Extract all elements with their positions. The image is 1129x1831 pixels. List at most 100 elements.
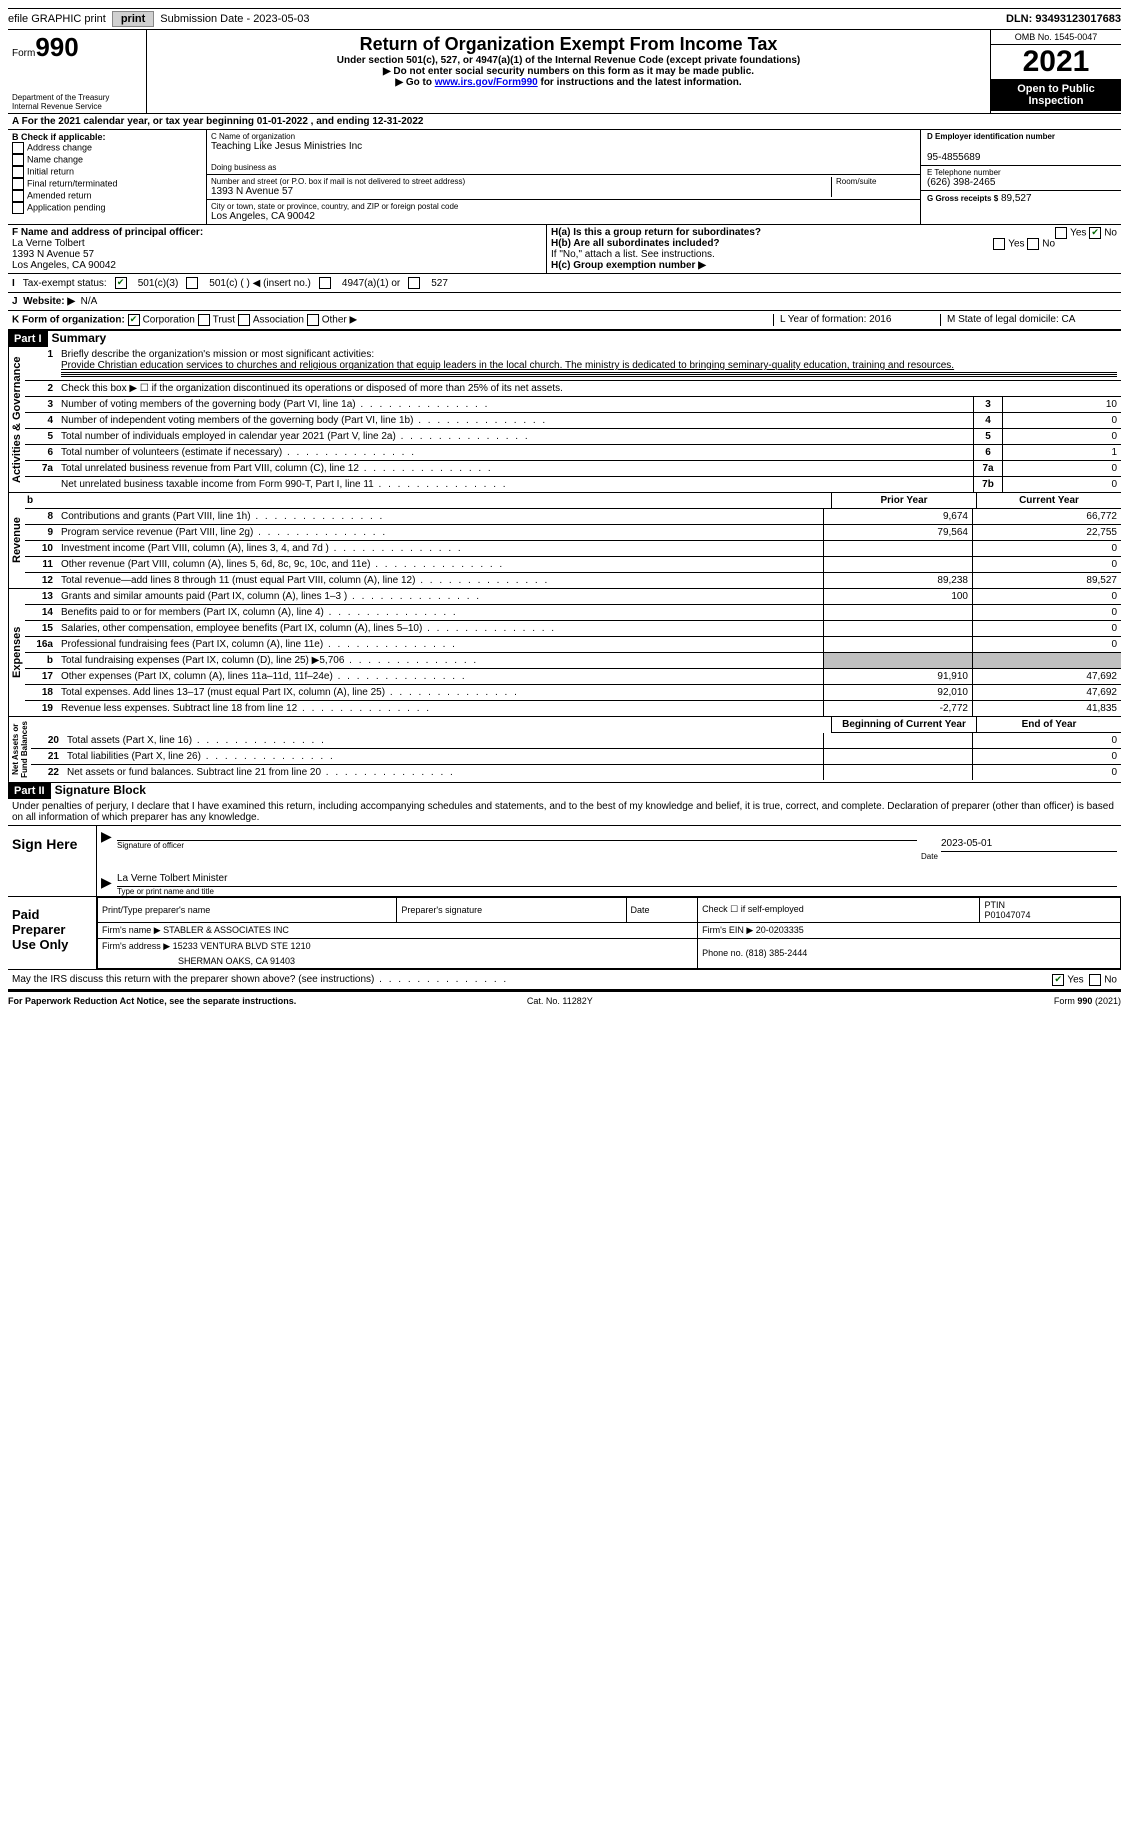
omb: OMB No. 1545-0047: [991, 30, 1121, 45]
discuss-yes-checkbox[interactable]: [1052, 974, 1064, 986]
activities-governance: Activities & Governance 1Briefly describ…: [8, 347, 1121, 493]
colb-checkbox[interactable]: [12, 166, 24, 178]
vert-activities: Activities & Governance: [8, 347, 25, 492]
revenue-section: Revenue bPrior YearCurrent Year 8Contrib…: [8, 493, 1121, 589]
current-value: 66,772: [972, 509, 1121, 524]
colb-checkbox[interactable]: [12, 190, 24, 202]
form-number: 990: [35, 32, 78, 62]
part2-header: Part IISignature Block: [8, 783, 1121, 799]
501c3-checkbox[interactable]: [115, 277, 127, 289]
sign-date: 2023-05-01: [941, 838, 992, 849]
colb-checkbox[interactable]: [12, 142, 24, 154]
row-tax-status: I Tax-exempt status: 501(c)(3) 501(c) ( …: [8, 274, 1121, 293]
net-assets-section: Net Assets orFund Balances Beginning of …: [8, 717, 1121, 783]
current-value: 41,835: [972, 701, 1121, 716]
vert-revenue: Revenue: [8, 493, 25, 588]
irs-link[interactable]: www.irs.gov/Form990: [435, 77, 538, 88]
website: N/A: [81, 296, 98, 307]
form-ref: Form 990 (2021): [1054, 996, 1121, 1006]
form-sub1: Under section 501(c), 527, or 4947(a)(1)…: [151, 55, 986, 66]
row-k: K Form of organization: Corporation Trus…: [8, 311, 1121, 331]
gov-value: 10: [1003, 397, 1121, 412]
firm-addr2: SHERMAN OAKS, CA 91403: [98, 954, 698, 969]
prior-value: 91,910: [823, 669, 972, 684]
form-label: Form: [12, 48, 35, 59]
prior-value: 92,010: [823, 685, 972, 700]
current-value: 0: [972, 589, 1121, 604]
org-city: Los Angeles, CA 90042: [211, 211, 458, 222]
form-sub2: ▶ Do not enter social security numbers o…: [151, 66, 986, 77]
gross-receipts: 89,527: [1001, 193, 1032, 204]
state-domicile: M State of legal domicile: CA: [940, 314, 1117, 326]
current-value: 89,527: [972, 573, 1121, 588]
current-value: [972, 653, 1121, 668]
current-value: 22,755: [972, 525, 1121, 540]
firm-ein: 20-0203335: [756, 925, 804, 935]
gov-value: 0: [1003, 413, 1121, 428]
current-value: 0: [972, 621, 1121, 636]
colb-checkbox[interactable]: [12, 202, 24, 214]
officer-print-name: La Verne Tolbert Minister: [117, 873, 227, 884]
part1-header: Part ISummary: [8, 331, 1121, 347]
org-address: 1393 N Avenue 57: [211, 186, 831, 197]
page-footer: For Paperwork Reduction Act Notice, see …: [8, 991, 1121, 1010]
prior-value: [823, 637, 972, 652]
hb-no-checkbox[interactable]: [1027, 238, 1039, 250]
paid-preparer-row: Paid Preparer Use Only Print/Type prepar…: [8, 897, 1121, 970]
mission: Provide Christian education services to …: [61, 360, 954, 371]
gov-value: 0: [1003, 461, 1121, 476]
form-header: Form990 Department of the Treasury Inter…: [8, 30, 1121, 114]
submission-date: Submission Date - 2023-05-03: [160, 13, 309, 25]
prior-value: 79,564: [823, 525, 972, 540]
prior-value: [823, 749, 972, 764]
discuss-row: May the IRS discuss this return with the…: [8, 970, 1121, 991]
row-a: A For the 2021 calendar year, or tax yea…: [8, 114, 1121, 130]
current-value: 0: [972, 605, 1121, 620]
top-bar: efile GRAPHIC print print Submission Dat…: [8, 8, 1121, 30]
year-formation: L Year of formation: 2016: [773, 314, 940, 326]
discuss-no-checkbox[interactable]: [1089, 974, 1101, 986]
current-value: 0: [972, 637, 1121, 652]
cat-no: Cat. No. 11282Y: [527, 996, 593, 1006]
prior-value: 89,238: [823, 573, 972, 588]
colb-checkbox[interactable]: [12, 154, 24, 166]
prior-value: [823, 765, 972, 780]
print-button[interactable]: print: [112, 11, 154, 27]
row-website: J Website: ▶ N/A: [8, 293, 1121, 311]
form-title: Return of Organization Exempt From Incom…: [151, 34, 986, 55]
ha-yes-checkbox[interactable]: [1055, 227, 1067, 239]
irs: Internal Revenue Service: [12, 102, 142, 111]
ptin: P01047074: [984, 910, 1030, 920]
open-inspection: Open to Public Inspection: [991, 79, 1121, 111]
prior-value: [823, 557, 972, 572]
col-d: D Employer identification number95-48556…: [920, 130, 1121, 224]
current-value: 0: [972, 765, 1121, 780]
colb-checkbox[interactable]: [12, 178, 24, 190]
gov-value: 1: [1003, 445, 1121, 460]
prior-value: -2,772: [823, 701, 972, 716]
prior-value: [823, 541, 972, 556]
declaration: Under penalties of perjury, I declare th…: [8, 799, 1121, 826]
current-value: 0: [972, 541, 1121, 556]
gov-value: 0: [1003, 477, 1121, 492]
firm-phone: (818) 385-2444: [746, 948, 808, 958]
prior-value: 100: [823, 589, 972, 604]
hb-yes-checkbox[interactable]: [993, 238, 1005, 250]
tax-year: 2021: [991, 45, 1121, 79]
current-value: 0: [972, 733, 1121, 748]
org-name: Teaching Like Jesus Ministries Inc: [211, 141, 916, 152]
current-value: 0: [972, 749, 1121, 764]
efile-label: efile GRAPHIC print: [8, 13, 106, 25]
firm-name: STABLER & ASSOCIATES INC: [163, 925, 289, 935]
expenses-section: Expenses 13Grants and similar amounts pa…: [8, 589, 1121, 717]
section-fgh: F Name and address of principal officer:…: [8, 225, 1121, 274]
prior-value: [823, 733, 972, 748]
section-bcd: B Check if applicable: Address changeNam…: [8, 130, 1121, 225]
vert-net-assets: Net Assets orFund Balances: [8, 717, 31, 782]
col-c: C Name of organizationTeaching Like Jesu…: [207, 130, 920, 224]
ha-no-checkbox[interactable]: [1089, 227, 1101, 239]
current-value: 0: [972, 557, 1121, 572]
prior-value: [823, 605, 972, 620]
dln: DLN: 93493123017683: [1006, 13, 1121, 25]
sign-here-row: Sign Here ▶Signature of officer 2023-05-…: [8, 826, 1121, 897]
